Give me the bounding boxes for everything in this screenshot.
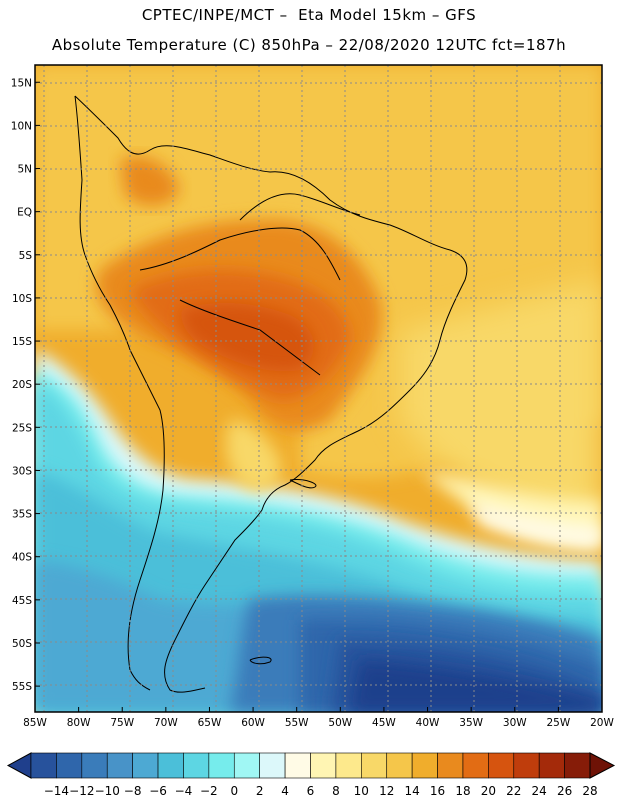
colorbar-swatch (233, 752, 260, 779)
map-title-line2: Absolute Temperature (C) 850hPa – 22/08/… (51, 36, 567, 54)
colorbar-label: 4 (281, 784, 289, 798)
colorbar-swatch (513, 752, 540, 779)
colorbar-label: 18 (455, 784, 470, 798)
lat-tick-label: 20S (12, 379, 32, 391)
colorbar-label: 22 (506, 784, 521, 798)
lat-tick-label: 50S (12, 638, 32, 650)
colorbar-label: 14 (404, 784, 419, 798)
colorbar-labels: −14 −12 −10 −8 −6 −4 −2 0 2 4 6 8 10 12 14 16 18 20 22 24 26… (44, 784, 598, 798)
colorbar-label: −2 (200, 784, 218, 798)
temperature-field (35, 65, 602, 712)
lon-tick-label: 80W (67, 717, 91, 729)
lon-tick-label: 85W (23, 717, 47, 729)
lon-tick-label: 50W (328, 717, 352, 729)
colorbar-label: 24 (532, 784, 547, 798)
colorbar-label: −14 (44, 784, 69, 798)
colorbar-swatch (284, 752, 311, 779)
colorbar-label: 8 (332, 784, 340, 798)
colorbar-label: 6 (307, 784, 315, 798)
colorbar-label: 20 (481, 784, 496, 798)
colorbar-label: −4 (175, 784, 193, 798)
colorbar-swatch (411, 752, 438, 779)
lat-tick-label: 55S (12, 681, 32, 693)
lat-tick-label: 40S (12, 552, 32, 564)
lon-tick-label: 25W (547, 717, 571, 729)
colorbar-label: 10 (354, 784, 369, 798)
lat-tick-label: 10S (12, 293, 32, 305)
colorbar-label: −10 (95, 784, 120, 798)
colorbar-label: 2 (256, 784, 264, 798)
latitude-axis: 15N 10N 5N EQ 5S 10S 15S 20S 25S 30S 35S 40S 45S 50S 5… (11, 77, 40, 693)
colorbar-swatch (259, 752, 286, 779)
colorbar (6, 752, 616, 779)
map-frame (34, 64, 603, 713)
colorbar-swatch (564, 752, 591, 779)
lon-tick-label: 55W (285, 717, 309, 729)
lon-tick-label: 45W (372, 717, 396, 729)
lon-tick-label: 65W (198, 717, 222, 729)
lon-tick-label: 75W (110, 717, 134, 729)
lat-tick-label: 30S (12, 465, 32, 477)
lon-tick-label: 20W (590, 717, 614, 729)
colorbar-swatch (437, 752, 464, 779)
colorbar-swatch (538, 752, 565, 779)
colorbar-swatch (30, 752, 57, 779)
colorbar-arrow-high (589, 752, 616, 779)
lon-tick-label: 60W (241, 717, 265, 729)
lat-tick-label: 45S (12, 595, 32, 607)
lon-tick-label: 40W (416, 717, 440, 729)
lat-tick-label: EQ (17, 207, 32, 219)
colorbar-swatch (81, 752, 108, 779)
colorbar-swatch (386, 752, 413, 779)
colorbar-label: 26 (557, 784, 572, 798)
lat-tick-label: 25S (12, 422, 32, 434)
colorbar-swatch (157, 752, 184, 779)
longitude-axis: 85W 80W 75W 70W 65W 60W 55W 50W 45W 40W 35W 30W 25W 2… (23, 707, 614, 729)
colorbar-label: 0 (230, 784, 238, 798)
colorbar-swatch (310, 752, 337, 779)
colorbar-swatch (462, 752, 489, 779)
map-title-line1: CPTEC/INPE/MCT – Eta Model 15km – GFS (141, 6, 477, 24)
colorbar-swatch (132, 752, 159, 779)
lat-tick-label: 10N (11, 120, 32, 132)
colorbar-label: 12 (379, 784, 394, 798)
colorbar-swatch (488, 752, 515, 779)
colorbar-arrow-low (6, 752, 32, 779)
colorbar-label: 16 (430, 784, 445, 798)
colorbar-swatch (56, 752, 83, 779)
colorbar-swatch (106, 752, 133, 779)
coastline (74, 95, 468, 693)
lat-tick-label: 15S (12, 336, 32, 348)
lat-tick-label: 5N (17, 164, 32, 176)
colorbar-label: 28 (582, 784, 597, 798)
colorbar-label: −12 (69, 784, 94, 798)
colorbar-label: −8 (124, 784, 142, 798)
lat-tick-label: 5S (19, 250, 33, 262)
colorbar-label: −6 (149, 784, 167, 798)
lon-tick-label: 70W (154, 717, 178, 729)
lat-tick-label: 15N (11, 77, 32, 89)
lat-tick-label: 35S (12, 509, 32, 521)
colorbar-swatch (208, 752, 235, 779)
colorbar-swatch (183, 752, 210, 779)
colorbar-swatch (361, 752, 388, 779)
lon-tick-label: 30W (503, 717, 527, 729)
lon-tick-label: 35W (459, 717, 483, 729)
colorbar-swatch (335, 752, 362, 779)
